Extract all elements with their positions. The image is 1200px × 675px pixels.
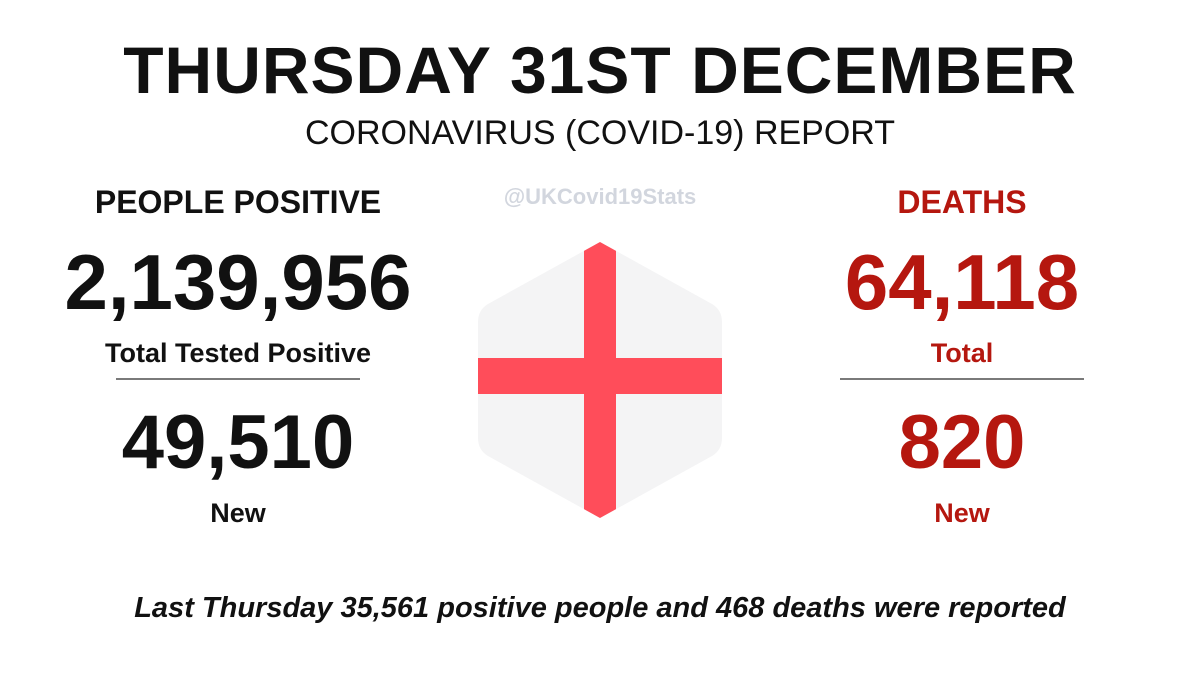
deaths-total-caption: Total	[930, 338, 994, 368]
deaths-new-value: 820	[898, 400, 1026, 485]
flag-graphic	[478, 242, 722, 518]
watermark-handle: @UKCovid19Stats	[503, 184, 697, 209]
footer-note: Last Thursday 35,561 positive people and…	[134, 592, 1066, 624]
positive-total-caption: Total Tested Positive	[104, 338, 372, 368]
positive-new-value: 49,510	[121, 400, 355, 485]
positive-total-value: 2,139,956	[64, 238, 412, 326]
deaths-divider	[840, 378, 1084, 380]
england-flag-icon	[474, 238, 726, 522]
page-subtitle: CORONAVIRUS (COVID-19) REPORT	[304, 114, 896, 152]
positive-heading: PEOPLE POSITIVE	[94, 184, 382, 220]
positive-divider	[116, 378, 360, 380]
deaths-new-caption: New	[934, 498, 990, 528]
flag-cross-horizontal	[478, 358, 722, 394]
deaths-total-value: 64,118	[844, 238, 1080, 326]
positive-new-caption: New	[210, 498, 266, 528]
deaths-heading: DEATHS	[897, 184, 1027, 220]
page-title: THURSDAY 31ST DECEMBER	[123, 33, 1077, 107]
